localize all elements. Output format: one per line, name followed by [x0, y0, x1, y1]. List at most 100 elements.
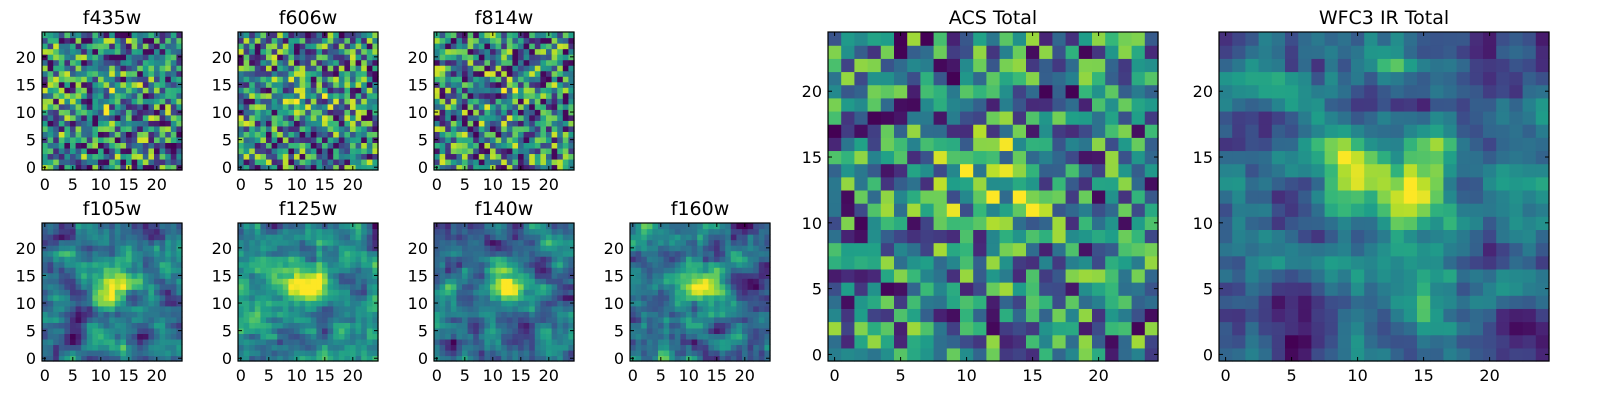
heatmap-cell [467, 37, 474, 44]
heatmap-cell [753, 278, 760, 285]
heatmap-cell [501, 92, 508, 99]
heatmap-cell [103, 245, 110, 252]
heatmap-cell [758, 256, 765, 263]
heatmap-cell [484, 300, 491, 307]
heatmap-cell [999, 347, 1014, 362]
heatmap-cell [523, 261, 530, 268]
heatmap-cell [708, 333, 715, 340]
heatmap-cell [64, 349, 71, 357]
heatmap-cell [350, 70, 357, 77]
heatmap-cell [529, 250, 536, 257]
heatmap-cell [344, 48, 351, 55]
heatmap-cell [557, 228, 564, 235]
heatmap-cell [1105, 229, 1119, 244]
heatmap-cell [641, 322, 648, 329]
heatmap-cell [53, 327, 60, 334]
y-tick-label: 5 [26, 131, 36, 150]
y-tick-label: 20 [212, 48, 232, 67]
heatmap-cell [266, 256, 273, 263]
heatmap-cell [372, 250, 379, 257]
heatmap-cell [148, 103, 155, 110]
heatmap-cell [960, 268, 974, 283]
heatmap-cell [148, 223, 155, 230]
heatmap-cell [439, 131, 446, 138]
heatmap-cell [98, 289, 105, 296]
heatmap-cell [350, 305, 357, 312]
heatmap-cell [691, 256, 698, 263]
heatmap-cell [305, 164, 312, 171]
heatmap-cell [445, 114, 452, 121]
heatmap-cell [165, 54, 172, 61]
heatmap-cell [546, 311, 553, 318]
heatmap-cell [366, 59, 373, 66]
heatmap-cell [238, 283, 245, 290]
heatmap-cell [1118, 268, 1133, 283]
heatmap-cell [131, 316, 138, 323]
heatmap-cell [534, 316, 541, 323]
heatmap-cell [484, 81, 491, 88]
heatmap-cell [562, 114, 569, 121]
plot-frame [433, 31, 575, 171]
heatmap-cell [534, 103, 541, 110]
heatmap-cell [686, 239, 693, 246]
heatmap-cell [98, 272, 105, 279]
heatmap-cell [540, 81, 547, 88]
heatmap-cell [1026, 334, 1040, 349]
heatmap-cell [288, 153, 295, 160]
heatmap-cell [81, 136, 88, 143]
heatmap-cell [652, 316, 659, 323]
heatmap-cell [75, 256, 82, 263]
heatmap-cell [702, 256, 709, 263]
heatmap-cell [714, 245, 721, 252]
heatmap-cell [254, 300, 261, 307]
heatmap-cell [736, 327, 743, 334]
heatmap-cell [170, 311, 177, 318]
heatmap-cell [680, 333, 687, 340]
heatmap-cell [327, 37, 334, 44]
x-tick-label: 5 [460, 366, 470, 385]
heatmap-cell [562, 125, 569, 132]
heatmap-cell [456, 37, 463, 44]
plot-frame [41, 222, 183, 362]
heatmap-cell [828, 150, 842, 165]
heatmap-cell [361, 147, 368, 155]
heatmap-cell [635, 267, 642, 274]
heatmap-cell [294, 87, 301, 94]
heatmap-cell [243, 81, 250, 88]
heatmap-cell [529, 305, 536, 312]
heatmap-cell [546, 349, 553, 357]
heatmap-cell [266, 344, 273, 351]
heatmap-cell [114, 272, 121, 279]
heatmap-cell [652, 256, 659, 263]
heatmap-cell [534, 239, 541, 246]
heatmap-cell [288, 125, 295, 132]
heatmap-cell [327, 322, 334, 329]
heatmap-cell [946, 216, 961, 230]
heatmap-cell [736, 316, 743, 323]
heatmap-cell [333, 147, 340, 155]
heatmap-cell [305, 81, 312, 88]
heatmap-cell [456, 316, 463, 323]
heatmap-cell [98, 81, 105, 88]
heatmap-cell [366, 289, 373, 296]
heatmap-cell [109, 344, 116, 351]
heatmap-cell [551, 245, 558, 252]
heatmap-cell [546, 261, 553, 268]
heatmap-cell [445, 316, 452, 323]
heatmap-cell [165, 223, 172, 230]
heatmap-cell [159, 294, 166, 301]
heatmap-cell [350, 294, 357, 301]
heatmap-cell [254, 87, 261, 94]
heatmap-cell [747, 278, 754, 285]
heatmap-cell [75, 164, 82, 171]
heatmap-cell [467, 120, 474, 127]
heatmap-cell [512, 333, 519, 340]
heatmap-cell [154, 283, 161, 290]
heatmap-cell [176, 267, 183, 274]
heatmap-cell [534, 54, 541, 61]
heatmap-cell [456, 300, 463, 307]
heatmap-cell [254, 109, 261, 116]
heatmap-cell [294, 300, 301, 307]
heatmap-cell [562, 81, 569, 88]
heatmap-cell [316, 65, 323, 72]
